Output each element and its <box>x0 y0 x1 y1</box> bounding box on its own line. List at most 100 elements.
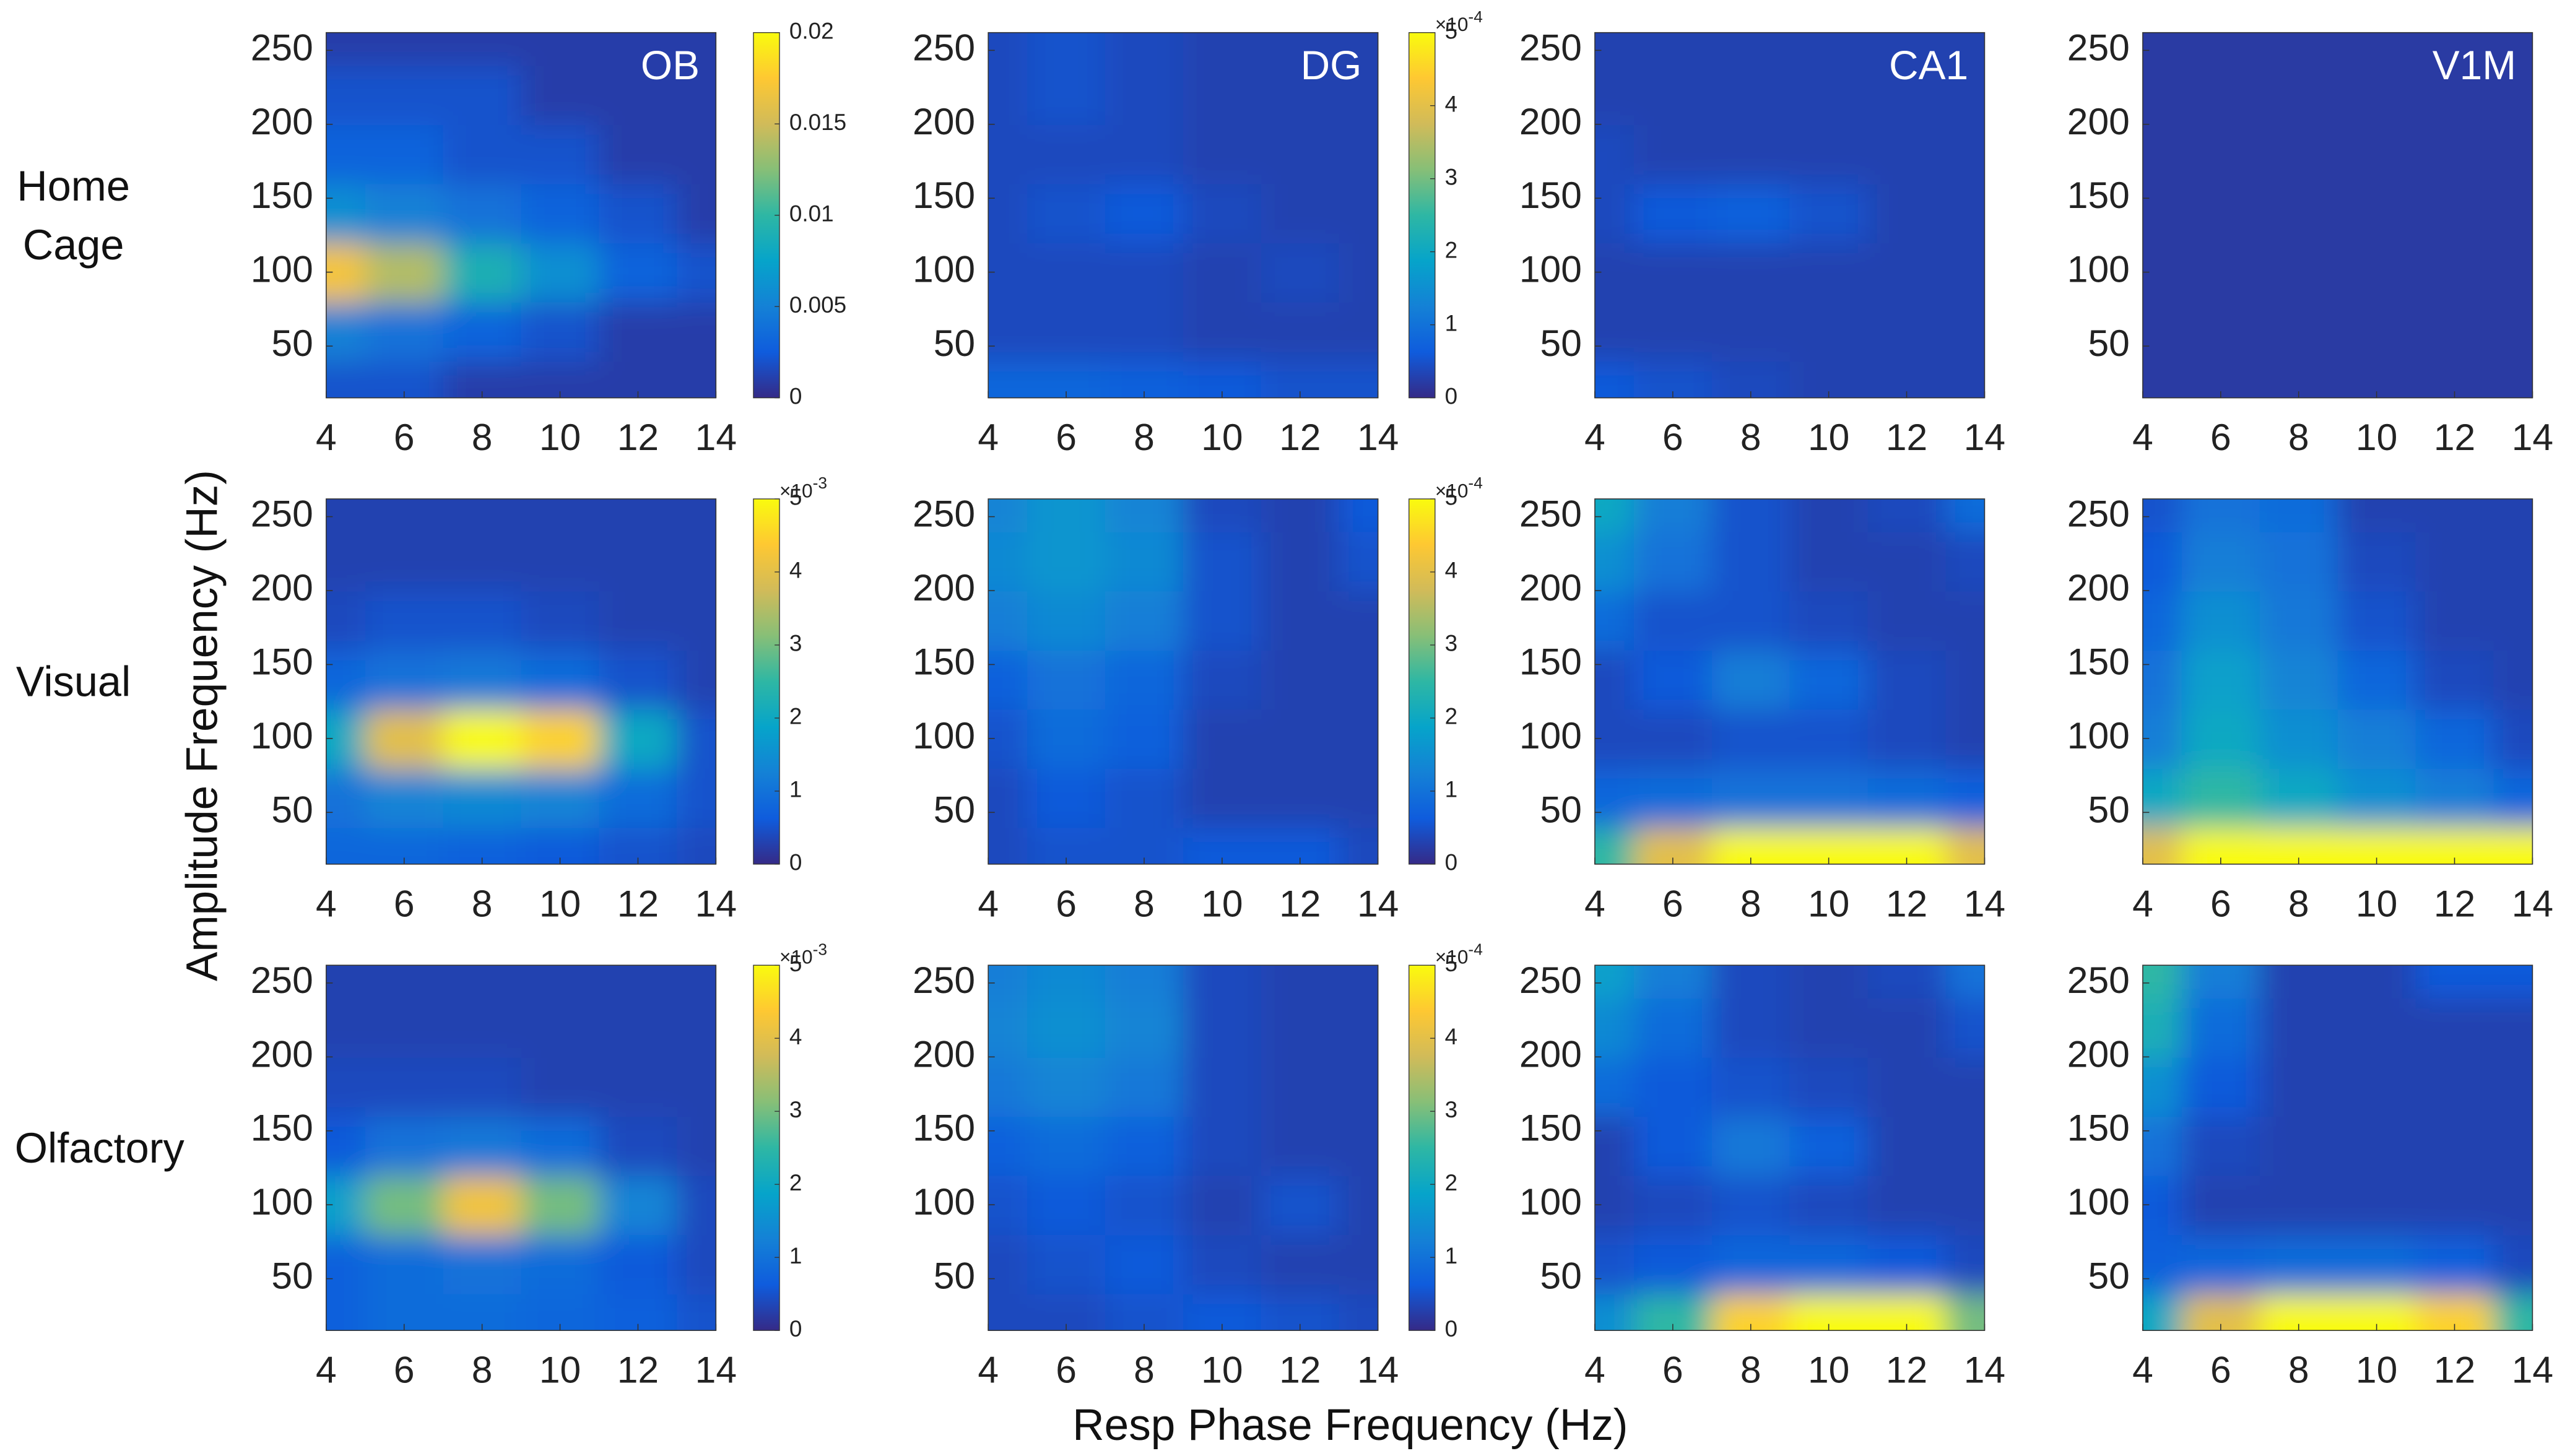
heatmap-cell <box>521 1175 600 1236</box>
heatmap-cell <box>2181 1057 2261 1117</box>
heatmap-cell <box>988 649 1028 710</box>
heatmap-cell <box>1183 124 1262 184</box>
heatmap-cell <box>1594 1293 1635 1331</box>
heatmap-cell <box>1339 768 1378 828</box>
heatmap-cell <box>521 183 600 244</box>
heatmap-cell <box>521 498 600 532</box>
heatmap-cells <box>326 32 716 398</box>
colorbar-tick-label: 3 <box>1445 1097 1458 1122</box>
heatmap-cell <box>2337 242 2416 303</box>
heatmap-cell <box>1867 32 1947 66</box>
heatmap-cell <box>365 591 445 651</box>
y-tick-label: 200 <box>1519 1033 1582 1075</box>
heatmap-cell <box>521 32 600 66</box>
x-tick-label: 10 <box>1201 416 1243 458</box>
heatmap-cell <box>1261 1175 1340 1236</box>
heatmap-cell <box>1867 768 1947 828</box>
y-tick-label: 150 <box>1519 640 1582 682</box>
heatmap-cell <box>1183 1234 1262 1294</box>
heatmap-cell <box>1105 124 1184 184</box>
y-tick-label: 50 <box>1540 788 1582 830</box>
heatmap-cell <box>2181 301 2261 362</box>
x-tick-label: 4 <box>316 1349 337 1391</box>
heatmap-cell <box>1339 1116 1378 1176</box>
heatmap-cell <box>443 32 522 66</box>
heatmap-cell <box>2181 498 2261 532</box>
heatmap-cell <box>521 965 600 999</box>
x-tick-label: 14 <box>695 416 737 458</box>
heatmap-cell <box>1261 32 1340 66</box>
heatmap-cell <box>1339 301 1378 362</box>
heatmap-cell <box>599 498 678 532</box>
y-tick-label: 50 <box>2088 788 2129 830</box>
heatmap-cell <box>1711 1057 1791 1117</box>
heatmap-cell <box>2415 301 2494 362</box>
heatmap-cell <box>988 531 1028 592</box>
heatmap-cell <box>326 183 367 244</box>
heatmap-cell <box>2181 1175 2261 1236</box>
heatmap-cell <box>443 124 522 184</box>
heatmap-cell <box>1594 1057 1635 1117</box>
heatmap-cell <box>521 65 600 126</box>
y-tick-label: 200 <box>1519 100 1582 142</box>
colorbar-power: -3 <box>813 940 827 958</box>
x-tick-label: 8 <box>472 1349 493 1391</box>
heatmap-cell <box>1633 997 1713 1058</box>
heatmap-cell <box>1027 1175 1106 1236</box>
x-tick-label: 14 <box>1964 1349 2005 1391</box>
heatmap-cell <box>2415 709 2494 769</box>
colorbar-tick-label: 2 <box>789 1170 802 1195</box>
heatmap-cell <box>2493 531 2533 592</box>
y-tick-label: 100 <box>2067 714 2130 756</box>
heatmap-cell <box>2337 1175 2416 1236</box>
heatmap-cell <box>677 360 716 398</box>
x-tick-label: 8 <box>2288 882 2309 924</box>
heatmap-cell <box>988 301 1028 362</box>
heatmap-cell <box>365 65 445 126</box>
heatmap-cell <box>2259 65 2338 126</box>
y-tick-label: 250 <box>2067 959 2130 1001</box>
heatmap-cell <box>1027 65 1106 126</box>
heatmap-cell <box>2493 1116 2533 1176</box>
heatmap-cell <box>2337 301 2416 362</box>
plot-area <box>1594 32 1985 398</box>
x-tick-label: 12 <box>1279 416 1321 458</box>
heatmap-cell <box>2415 965 2494 999</box>
heatmap-cell <box>677 301 716 362</box>
heatmap-cell <box>365 1116 445 1176</box>
heatmap-cell <box>1105 301 1184 362</box>
heatmap-cell <box>1339 360 1378 398</box>
plot-frame <box>988 32 1379 399</box>
heatmap-cell <box>1183 531 1262 592</box>
heatmap-cell <box>1633 649 1713 710</box>
colorbar-exponent: ×10-4 <box>1435 474 1483 502</box>
y-tick-label: 250 <box>1519 26 1582 68</box>
heatmap-cell <box>365 242 445 303</box>
heatmap-cell <box>1789 65 1869 126</box>
colorbar-tick-label: 1 <box>789 777 802 802</box>
heatmap-cell <box>326 242 367 303</box>
y-tick-label: 50 <box>271 1255 313 1297</box>
heatmap-cell <box>2181 1116 2261 1176</box>
heatmap-cell <box>2142 1175 2183 1236</box>
heatmap-cell <box>1594 242 1635 303</box>
heatmap-cell <box>443 1234 522 1294</box>
heatmap-cell <box>2259 1175 2338 1236</box>
heatmap-cell <box>1945 242 1985 303</box>
x-tick-label: 6 <box>394 882 415 924</box>
colorbar-scale: ×10 <box>779 480 813 502</box>
heatmap-cell <box>599 242 678 303</box>
x-tick-label: 4 <box>2132 416 2153 458</box>
colorbar-tick-label: 0 <box>789 1316 802 1341</box>
heatmap-cell <box>1945 360 1985 398</box>
heatmap-cell <box>1867 1175 1947 1236</box>
heatmap-cells <box>988 32 1378 398</box>
colorbar-tick-label: 3 <box>1445 631 1458 656</box>
heatmap-cells <box>1594 965 1985 1331</box>
x-tick-label: 14 <box>1964 416 2005 458</box>
colorbar-tick-label: 0 <box>789 383 802 409</box>
heatmap-cell <box>2259 965 2338 999</box>
heatmap-cell <box>988 183 1028 244</box>
heatmap-cell <box>1183 709 1262 769</box>
heatmap-cell <box>1633 531 1713 592</box>
